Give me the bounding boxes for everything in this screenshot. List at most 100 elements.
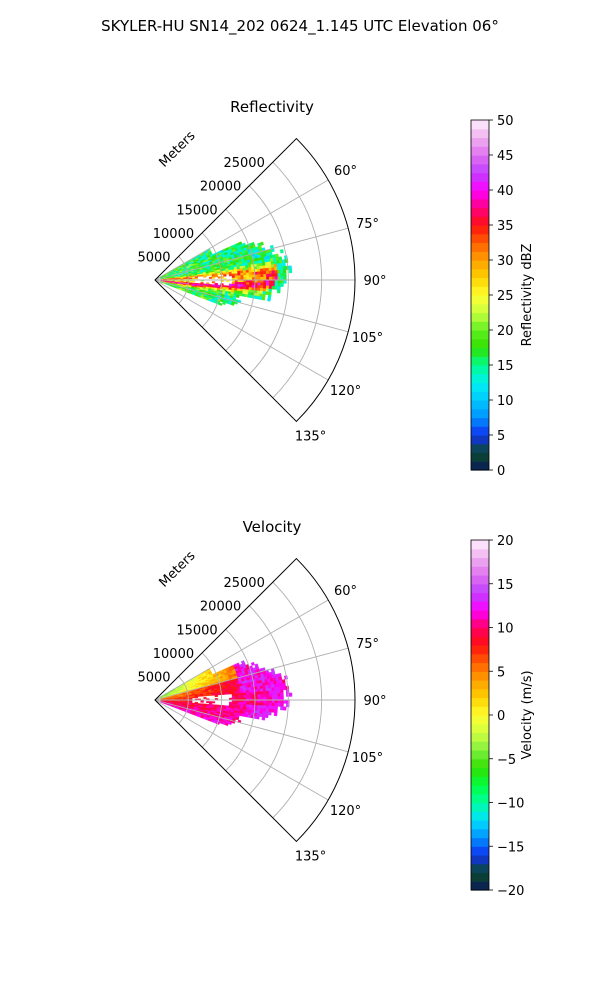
data-cell xyxy=(243,282,247,285)
data-cell xyxy=(228,721,232,725)
data-cell xyxy=(280,699,284,704)
data-cell xyxy=(245,689,250,694)
colorbar-segment xyxy=(471,592,489,602)
data-cell xyxy=(276,266,281,271)
colorbar-segment xyxy=(471,557,489,567)
data-cell xyxy=(240,702,244,705)
data-cell xyxy=(228,691,233,695)
data-cell xyxy=(263,285,267,289)
azimuth-tick-label: 135° xyxy=(295,430,326,445)
colorbar-segment xyxy=(471,330,489,340)
colorbar-segment xyxy=(471,435,489,445)
data-cell xyxy=(260,694,264,698)
data-cell xyxy=(274,270,278,274)
colorbar-segment xyxy=(471,610,489,620)
data-cell xyxy=(274,693,279,698)
data-cell xyxy=(257,705,261,709)
data-cell xyxy=(234,273,238,277)
data-cell xyxy=(234,701,239,705)
reflectivity-panel: Reflectivity Meters 5000 10000 15000 20000 2… xyxy=(137,98,535,479)
data-cell xyxy=(271,267,275,272)
data-cell xyxy=(282,706,287,711)
colorbar-tick-label: 0 xyxy=(497,709,505,724)
data-cell xyxy=(250,661,255,666)
data-cell xyxy=(246,702,250,706)
data-cell xyxy=(277,696,281,701)
data-cell xyxy=(260,282,264,286)
data-cell xyxy=(217,276,221,279)
data-cell xyxy=(268,288,272,293)
data-cell xyxy=(259,688,264,692)
colorbar-tick-label: 5 xyxy=(497,429,505,444)
colorbar-tick-label: 15 xyxy=(497,578,514,593)
data-cell xyxy=(203,694,207,697)
data-cell xyxy=(268,687,272,692)
data-cell xyxy=(242,270,247,274)
colorbar-segment xyxy=(471,732,489,742)
data-cell xyxy=(246,282,250,286)
colorbar-segment xyxy=(471,128,489,139)
data-cell xyxy=(263,273,267,278)
colorbar-segment xyxy=(471,566,489,576)
data-cell xyxy=(280,696,284,701)
data-cell xyxy=(237,273,241,276)
colorbar-segment xyxy=(471,741,489,751)
velocity-title: Velocity xyxy=(243,518,302,536)
data-cell xyxy=(288,692,293,697)
data-cell xyxy=(264,714,269,719)
data-cell xyxy=(245,692,250,696)
data-cell xyxy=(279,249,284,254)
data-cell xyxy=(257,688,261,693)
data-cell xyxy=(259,288,264,292)
data-cell xyxy=(211,281,216,284)
data-cell xyxy=(248,694,253,698)
data-cell xyxy=(263,691,267,695)
colorbar-segment xyxy=(471,828,489,839)
colorbar-segment xyxy=(471,356,489,366)
data-cell xyxy=(280,273,284,277)
colorbar-segment xyxy=(471,575,489,585)
data-cell xyxy=(240,695,244,698)
range-tick-label: 10000 xyxy=(153,227,194,242)
data-cell xyxy=(259,268,264,272)
data-cell xyxy=(248,272,253,276)
colorbar-segment xyxy=(471,268,489,279)
data-cell xyxy=(257,702,261,706)
azimuth-spoke xyxy=(154,279,349,333)
colorbar-segment xyxy=(471,155,489,165)
data-cell xyxy=(256,265,261,270)
data-cell xyxy=(265,270,270,275)
data-cell xyxy=(282,269,287,274)
colorbar-segment xyxy=(471,251,489,261)
data-cell xyxy=(191,696,196,699)
data-cell xyxy=(222,692,227,695)
data-cell xyxy=(269,696,273,701)
data-cell xyxy=(231,275,236,279)
sector-outline xyxy=(154,557,356,843)
range-tick-label: 25000 xyxy=(223,156,264,171)
data-cell xyxy=(245,704,250,708)
colorbar-segment xyxy=(471,820,489,830)
data-cell xyxy=(211,276,216,279)
data-cell xyxy=(268,282,273,287)
data-cell xyxy=(256,685,261,690)
data-cell xyxy=(248,702,253,706)
colorbar-segment xyxy=(471,636,489,646)
azimuth-spoke xyxy=(154,227,349,281)
data-cell xyxy=(200,694,204,697)
data-cell xyxy=(257,274,261,278)
colorbar-segment xyxy=(471,680,489,690)
data-cell xyxy=(257,282,261,286)
data-cell xyxy=(257,285,261,289)
data-cell xyxy=(257,691,261,695)
azimuth-tick-label: 90° xyxy=(363,694,386,709)
data-cell xyxy=(197,275,201,277)
data-cell xyxy=(268,711,272,716)
data-cell xyxy=(268,708,272,713)
data-cell xyxy=(237,701,241,705)
data-cell xyxy=(228,273,233,277)
data-cell xyxy=(280,283,284,287)
data-cell xyxy=(271,702,276,707)
data-cell xyxy=(268,267,272,272)
data-cell xyxy=(271,687,275,692)
